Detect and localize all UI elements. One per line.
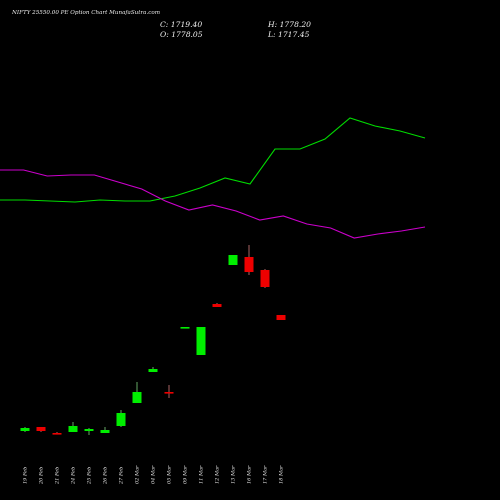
candle-body <box>148 369 158 372</box>
candle-body <box>196 327 206 355</box>
candle-body <box>212 304 222 307</box>
candle-body <box>164 392 174 394</box>
x-tick-label: 16 Mar <box>247 465 253 484</box>
x-tick-label: 20 Feb <box>39 467 45 485</box>
candle-body <box>180 327 190 329</box>
x-tick-label: 21 Feb <box>55 467 61 485</box>
chart-title: NIFTY 25550.00 PE Option Chart MunafaSut… <box>12 10 161 16</box>
x-tick-label: 04 Mar <box>151 465 157 484</box>
candle-body <box>36 427 46 431</box>
candle-body <box>84 429 94 431</box>
open-value: O: 1778.05 <box>160 30 203 39</box>
candle-body <box>52 433 62 435</box>
x-tick-label: 12 Mar <box>215 465 221 484</box>
x-tick-label: 26 Feb <box>103 467 109 485</box>
close-value: C: 1719.40 <box>160 20 203 29</box>
candle-body <box>244 257 254 272</box>
x-tick-label: 13 Mar <box>231 465 237 484</box>
candle-body <box>116 413 126 426</box>
x-tick-label: 11 Mar <box>199 465 205 484</box>
candle-body <box>132 392 142 403</box>
candle-body <box>100 430 110 433</box>
low-value: L: 1717.45 <box>268 30 310 39</box>
candle-body <box>260 270 270 287</box>
high-value: H: 1778.20 <box>268 20 311 29</box>
x-tick-label: 24 Feb <box>71 467 77 485</box>
candle-body <box>20 428 30 431</box>
x-tick-label: 18 Mar <box>279 465 285 484</box>
x-tick-label: 02 Mar <box>135 465 141 484</box>
x-tick-label: 19 Feb <box>23 467 29 484</box>
x-tick-label: 09 Mar <box>183 465 189 484</box>
candle-body <box>276 315 286 320</box>
x-tick-label: 17 Mar <box>263 465 269 484</box>
candle-body <box>228 255 238 265</box>
overlay-line-0 <box>0 117 426 203</box>
x-tick-label: 27 Feb <box>119 467 125 485</box>
x-tick-label: 25 Feb <box>87 467 93 485</box>
candle-body <box>68 426 78 432</box>
x-tick-label: 05 Mar <box>167 465 173 484</box>
overlay-line-1 <box>0 169 426 239</box>
